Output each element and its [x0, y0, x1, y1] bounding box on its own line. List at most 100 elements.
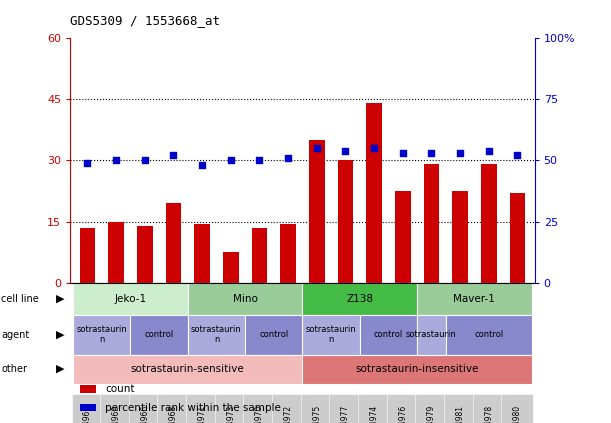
- Text: sotrastaurin
n: sotrastaurin n: [306, 325, 356, 344]
- Bar: [360, 315, 417, 354]
- Bar: [302, 283, 417, 315]
- Text: GSM1044970: GSM1044970: [255, 405, 264, 423]
- Text: ▶: ▶: [56, 364, 64, 374]
- Text: ▶: ▶: [56, 294, 64, 304]
- Bar: [223, 252, 239, 283]
- FancyBboxPatch shape: [302, 283, 331, 285]
- Text: control: control: [259, 330, 288, 339]
- Text: sotrastaurin: sotrastaurin: [406, 330, 457, 339]
- FancyBboxPatch shape: [216, 283, 245, 285]
- Bar: [79, 404, 96, 412]
- Text: GSM1044978: GSM1044978: [485, 405, 493, 423]
- Text: percentile rank within the sample: percentile rank within the sample: [105, 403, 281, 412]
- Bar: [446, 315, 532, 354]
- Text: control: control: [374, 330, 403, 339]
- Point: [398, 150, 408, 157]
- Text: sotrastaurin
n: sotrastaurin n: [76, 325, 127, 344]
- Bar: [188, 283, 302, 315]
- FancyBboxPatch shape: [131, 283, 159, 285]
- Point: [513, 152, 522, 159]
- Text: GSM1044966: GSM1044966: [141, 405, 149, 423]
- FancyBboxPatch shape: [245, 283, 274, 285]
- Bar: [417, 283, 532, 315]
- Text: GSM1044972: GSM1044972: [284, 405, 293, 423]
- Text: GSM1044971: GSM1044971: [197, 405, 207, 423]
- Bar: [302, 315, 360, 354]
- Text: GDS5309 / 1553668_at: GDS5309 / 1553668_at: [70, 14, 220, 27]
- Text: GSM1044977: GSM1044977: [341, 405, 350, 423]
- Text: GSM1044967: GSM1044967: [83, 405, 92, 423]
- Text: GSM1044973: GSM1044973: [226, 405, 235, 423]
- FancyBboxPatch shape: [389, 283, 417, 285]
- Text: cell line: cell line: [1, 294, 39, 304]
- Point: [226, 157, 236, 164]
- Text: GSM1044969: GSM1044969: [112, 405, 120, 423]
- Point: [82, 159, 92, 166]
- Text: GSM1044981: GSM1044981: [456, 405, 464, 423]
- Bar: [452, 191, 468, 283]
- Point: [426, 150, 436, 157]
- FancyBboxPatch shape: [188, 283, 216, 285]
- Bar: [252, 228, 268, 283]
- FancyBboxPatch shape: [159, 283, 188, 285]
- Bar: [131, 315, 188, 354]
- FancyBboxPatch shape: [474, 283, 503, 285]
- Text: ▶: ▶: [56, 330, 64, 340]
- FancyBboxPatch shape: [360, 283, 389, 285]
- FancyBboxPatch shape: [417, 283, 446, 285]
- Point: [111, 157, 121, 164]
- Bar: [79, 228, 95, 283]
- Point: [169, 152, 178, 159]
- Point: [369, 145, 379, 151]
- Bar: [108, 222, 124, 283]
- Bar: [337, 160, 353, 283]
- Bar: [366, 103, 382, 283]
- Text: GSM1044968: GSM1044968: [169, 405, 178, 423]
- Bar: [280, 224, 296, 283]
- Bar: [510, 193, 525, 283]
- Bar: [309, 140, 324, 283]
- Bar: [395, 191, 411, 283]
- Bar: [245, 315, 302, 354]
- Text: GSM1044979: GSM1044979: [427, 405, 436, 423]
- FancyBboxPatch shape: [331, 283, 360, 285]
- Bar: [73, 354, 302, 384]
- Bar: [73, 315, 131, 354]
- Text: GSM1044974: GSM1044974: [370, 405, 379, 423]
- FancyBboxPatch shape: [274, 283, 302, 285]
- Bar: [417, 315, 446, 354]
- Point: [255, 157, 265, 164]
- Text: Z138: Z138: [346, 294, 373, 304]
- Text: other: other: [1, 364, 27, 374]
- Bar: [73, 283, 188, 315]
- Text: count: count: [105, 384, 134, 394]
- Bar: [423, 165, 439, 283]
- Text: GSM1044980: GSM1044980: [513, 405, 522, 423]
- Text: GSM1044975: GSM1044975: [312, 405, 321, 423]
- FancyBboxPatch shape: [73, 283, 102, 285]
- Bar: [481, 165, 497, 283]
- Text: agent: agent: [1, 330, 29, 340]
- FancyBboxPatch shape: [102, 283, 131, 285]
- Point: [455, 150, 465, 157]
- Point: [284, 154, 293, 161]
- Bar: [188, 315, 245, 354]
- Text: Jeko-1: Jeko-1: [114, 294, 147, 304]
- Text: GSM1044976: GSM1044976: [398, 405, 408, 423]
- Text: control: control: [144, 330, 174, 339]
- Text: control: control: [474, 330, 503, 339]
- FancyBboxPatch shape: [503, 283, 532, 285]
- Bar: [137, 225, 153, 283]
- Text: sotrastaurin-insensitive: sotrastaurin-insensitive: [356, 364, 479, 374]
- FancyBboxPatch shape: [446, 283, 474, 285]
- Bar: [194, 224, 210, 283]
- Bar: [302, 354, 532, 384]
- Point: [140, 157, 150, 164]
- Bar: [79, 385, 96, 393]
- Text: Maver-1: Maver-1: [453, 294, 496, 304]
- Text: sotrastaurin
n: sotrastaurin n: [191, 325, 242, 344]
- Point: [340, 147, 350, 154]
- Point: [484, 147, 494, 154]
- Point: [312, 145, 321, 151]
- Text: Mino: Mino: [233, 294, 258, 304]
